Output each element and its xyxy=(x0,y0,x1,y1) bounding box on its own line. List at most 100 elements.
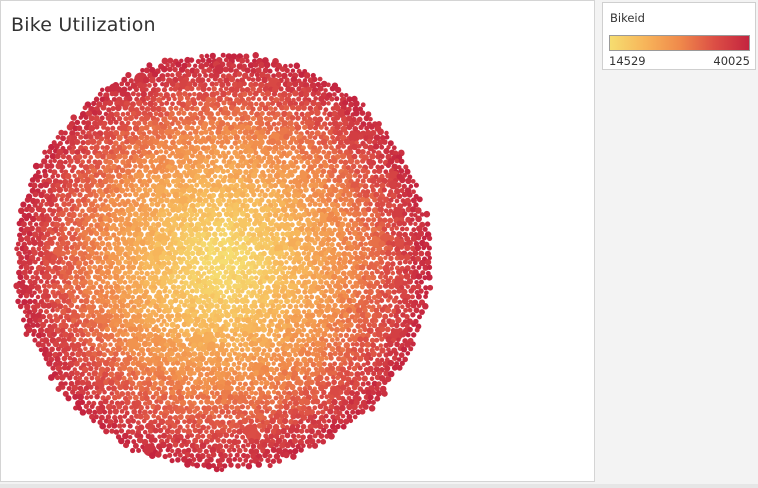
bubble-mark-2380[interactable] xyxy=(94,251,99,256)
bubble-mark-4707[interactable] xyxy=(141,418,147,424)
bubble-mark-3922[interactable] xyxy=(281,350,288,357)
bubble-mark-954[interactable] xyxy=(44,154,50,160)
bubble-mark-627[interactable] xyxy=(266,124,274,132)
bubble-mark-1071[interactable] xyxy=(338,159,344,165)
bubble-mark-4697[interactable] xyxy=(352,414,358,420)
bubble-mark-3558[interactable] xyxy=(151,326,157,333)
bubble-mark-674[interactable] xyxy=(208,130,215,136)
bubble-mark-3489[interactable] xyxy=(159,322,164,327)
bubble-mark-937[interactable] xyxy=(310,148,317,155)
bubble-mark-302[interactable] xyxy=(205,96,212,103)
bubble-mark-998[interactable] xyxy=(291,155,297,161)
bubble-mark-1215[interactable] xyxy=(398,168,405,174)
bubble-mark-3635[interactable] xyxy=(186,332,191,338)
bubble-mark-4010[interactable] xyxy=(46,360,53,367)
bubble-mark-386[interactable] xyxy=(122,104,129,111)
bubble-mark-3752[interactable] xyxy=(81,341,87,347)
bubble-mark-1714[interactable] xyxy=(69,206,75,212)
bubble-mark-2258[interactable] xyxy=(245,240,251,246)
bubble-mark-2362[interactable] xyxy=(410,245,416,252)
bubble-mark-461[interactable] xyxy=(259,110,265,117)
bubble-mark-3118[interactable] xyxy=(89,299,95,305)
bubble-mark-279[interactable] xyxy=(332,92,337,97)
bubble-mark-2396[interactable] xyxy=(183,249,191,257)
bubble-mark-159[interactable] xyxy=(142,83,148,88)
bubble-mark-705[interactable] xyxy=(384,130,389,136)
bubble-mark-826[interactable] xyxy=(387,140,394,147)
bubble-mark-24[interactable] xyxy=(245,58,250,64)
bubble-mark-1571[interactable] xyxy=(69,198,75,204)
bubble-mark-2214[interactable] xyxy=(415,235,422,241)
bubble-mark-2809[interactable] xyxy=(426,274,433,281)
bubble-mark-4509[interactable] xyxy=(174,399,180,405)
bubble-mark-2949[interactable] xyxy=(382,283,389,289)
bubble-mark-1999[interactable] xyxy=(35,226,42,233)
bubble-mark-110[interactable] xyxy=(271,73,277,79)
bubble-mark-4339[interactable] xyxy=(172,384,179,391)
bubble-mark-2074[interactable] xyxy=(44,231,51,238)
bubble-mark-4792[interactable] xyxy=(118,428,125,434)
bubble-mark-1557[interactable] xyxy=(386,192,392,198)
bubble-mark-4706[interactable] xyxy=(136,420,141,426)
bubble-mark-1514[interactable] xyxy=(143,191,150,198)
bubble-mark-1031[interactable] xyxy=(113,158,120,164)
bubble-mark-206[interactable] xyxy=(168,86,174,92)
bubble-mark-4674[interactable] xyxy=(223,414,229,419)
bubble-mark-4193[interactable] xyxy=(365,370,371,376)
bubble-mark-3530[interactable] xyxy=(389,322,395,328)
bubble-mark-1466[interactable] xyxy=(265,187,270,193)
bubble-mark-23[interactable] xyxy=(239,57,246,64)
bubble-mark-1687[interactable] xyxy=(317,202,323,208)
bubble-mark-2459[interactable] xyxy=(126,255,131,261)
bubble-mark-2922[interactable] xyxy=(232,283,239,290)
bubble-mark-2090[interactable] xyxy=(132,231,139,238)
bubble-mark-3435[interactable] xyxy=(251,318,257,323)
bubble-mark-1081[interactable] xyxy=(394,158,400,164)
bubble-mark-4426[interactable] xyxy=(338,389,344,395)
bubble-mark-3135[interactable] xyxy=(184,298,190,304)
bubble-mark-1897[interactable] xyxy=(282,216,288,222)
bubble-mark-3490[interactable] xyxy=(164,322,170,328)
bubble-mark-4281[interactable] xyxy=(179,379,186,386)
bubble-mark-3626[interactable] xyxy=(135,331,142,338)
bubble-mark-3866[interactable] xyxy=(339,347,346,353)
bubble-mark-1216[interactable] xyxy=(404,168,411,175)
bubble-mark-2679[interactable] xyxy=(112,270,117,275)
bubble-mark-1686[interactable] xyxy=(312,201,318,207)
bubble-mark-4314[interactable] xyxy=(365,380,371,386)
bubble-mark-1638[interactable] xyxy=(44,201,49,207)
bubble-mark-3534[interactable] xyxy=(411,322,417,328)
bubble-mark-4081[interactable] xyxy=(88,365,94,372)
bubble-mark-1857[interactable] xyxy=(57,217,62,223)
bubble-mark-4232[interactable] xyxy=(238,375,245,382)
bubble-mark-4446[interactable] xyxy=(127,395,133,400)
bubble-mark-70[interactable] xyxy=(222,66,229,73)
bubble-mark-1964[interactable] xyxy=(252,220,258,227)
bubble-mark-4109[interactable] xyxy=(246,366,252,372)
bubble-mark-33[interactable] xyxy=(175,61,182,68)
bubble-mark-3008[interactable] xyxy=(295,288,302,295)
bubble-mark-783[interactable] xyxy=(147,139,154,147)
bubble-mark-3010[interactable] xyxy=(307,288,314,295)
bubble-mark-78[interactable] xyxy=(267,68,273,74)
bubble-mark-1705[interactable] xyxy=(18,207,25,215)
bubble-mark-2501[interactable] xyxy=(359,254,366,261)
bubble-mark-684[interactable] xyxy=(265,129,271,135)
bubble-mark-106[interactable] xyxy=(249,72,255,78)
bubble-mark-849[interactable] xyxy=(172,144,178,150)
bubble-mark-3923[interactable] xyxy=(286,351,293,358)
bubble-mark-4343[interactable] xyxy=(195,384,202,391)
bubble-mark-1058[interactable] xyxy=(265,159,271,165)
bubble-mark-218[interactable] xyxy=(233,86,240,93)
bubble-mark-3213[interactable] xyxy=(214,303,220,310)
bubble-mark-3568[interactable] xyxy=(205,327,212,333)
bubble-mark-312[interactable] xyxy=(262,95,268,101)
bubble-mark-315[interactable] xyxy=(279,96,285,102)
bubble-mark-2190[interactable] xyxy=(281,236,287,242)
bubble-mark-788[interactable] xyxy=(176,139,183,146)
bubble-mark-794[interactable] xyxy=(209,138,216,145)
bubble-mark-3920[interactable] xyxy=(271,352,277,358)
bubble-mark-4313[interactable] xyxy=(360,381,366,387)
bubble-mark-628[interactable] xyxy=(274,126,279,132)
bubble-mark-3317[interactable] xyxy=(391,308,397,315)
